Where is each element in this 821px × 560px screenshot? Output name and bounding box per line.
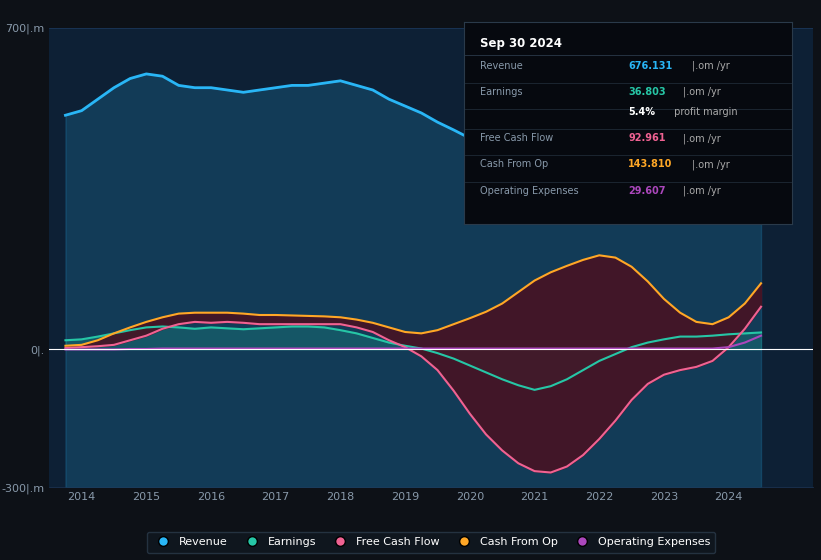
Text: 5.4%: 5.4% <box>628 107 655 117</box>
Text: profit margin: profit margin <box>671 107 737 117</box>
Text: Cash From Op: Cash From Op <box>480 160 548 170</box>
Text: 676.131: 676.131 <box>628 60 672 71</box>
Text: |.om /yr: |.om /yr <box>683 133 721 144</box>
Text: |.om /yr: |.om /yr <box>692 160 730 170</box>
Text: 29.607: 29.607 <box>628 186 666 195</box>
Text: |.om /yr: |.om /yr <box>683 186 721 196</box>
Text: Free Cash Flow: Free Cash Flow <box>480 133 553 143</box>
Text: 92.961: 92.961 <box>628 133 666 143</box>
Text: |.om /yr: |.om /yr <box>683 87 721 97</box>
Text: Sep 30 2024: Sep 30 2024 <box>480 36 562 49</box>
Legend: Revenue, Earnings, Free Cash Flow, Cash From Op, Operating Expenses: Revenue, Earnings, Free Cash Flow, Cash … <box>147 531 715 553</box>
Text: Operating Expenses: Operating Expenses <box>480 186 579 195</box>
Text: Earnings: Earnings <box>480 87 523 97</box>
Text: Revenue: Revenue <box>480 60 523 71</box>
Text: 143.810: 143.810 <box>628 160 672 170</box>
Text: |.om /yr: |.om /yr <box>692 60 730 71</box>
Text: 36.803: 36.803 <box>628 87 666 97</box>
